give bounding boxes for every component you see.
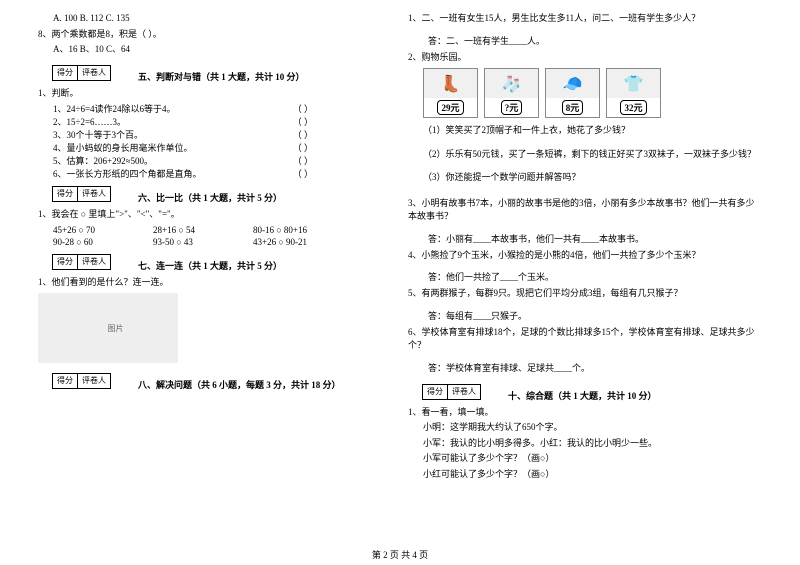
rq6: 6、学校体育室有排球18个，足球的个数比排球多15个，学校体育室有排球、足球共多…: [408, 326, 762, 353]
rq2-2: （2）乐乐有50元钱，买了一条短裤，剩下的钱正好买了3双袜子，一双袜子多少钱？: [408, 148, 762, 162]
marker-label-7: 评卷人: [77, 254, 111, 270]
price-3: 32元: [620, 100, 646, 115]
rq2-1: （1）笑笑买了2顶帽子和一件上衣，她花了多少钱？: [408, 124, 762, 138]
sec6-r2c0: 93-50 ○ 43: [153, 237, 253, 247]
sec6-r0c1: 28+16 ○ 54: [153, 225, 253, 235]
score-label: 得分: [52, 65, 78, 81]
sec7-lead: 1、他们看到的是什么？连一连。: [38, 276, 392, 290]
shop-item-0: 👢 29元: [423, 68, 478, 118]
sec6-r1c1: 90-28 ○ 60: [53, 237, 153, 247]
sec5-i1: 2、15÷2=6……3。: [53, 115, 126, 128]
sec6-grid: 45+26 ○ 70 28+16 ○ 54 80-16 ○ 80+16 90-2…: [38, 224, 358, 248]
left-column: A. 100 B. 112 C. 135 8、两个乘数都是8，积是（ ）。 A、…: [30, 10, 400, 525]
price-2: 8元: [562, 100, 584, 115]
score-label-6: 得分: [52, 186, 78, 202]
sec5-p1: （ ）: [293, 115, 313, 128]
sec6-lead: 1、我会在 ○ 里填上">"、"<"、"="。: [38, 208, 392, 222]
sock-icon: 🧦: [485, 69, 538, 98]
rq1-ans: 答：二、一班有学生____人。: [428, 34, 762, 47]
q8-text: 8、两个乘数都是8，积是（ ）。: [38, 28, 392, 42]
sec5-i5: 6、一张长方形纸的四个角都是直角。: [53, 167, 202, 180]
rq1: 1、二、一班有女生15人，男生比女生多11人，问二、一班有学生多少人？: [408, 12, 762, 26]
section8-title: 八、解决问题（共 6 小题，每题 3 分，共计 18 分）: [138, 378, 392, 391]
sec5-i2: 3、30个十等于3个百。: [53, 128, 143, 141]
rq5: 5、有两群猴子，每群9只。现把它们平均分成3组，每组有几只猴子？: [408, 287, 762, 301]
sec6-r2c1: 43+26 ○ 90-21: [253, 237, 353, 247]
sec6-r1c0: 80-16 ○ 80+16: [253, 225, 353, 235]
score-box-7: 得分 评卷人: [53, 254, 111, 270]
score-label-10: 得分: [422, 384, 448, 400]
rq4: 4、小熊捡了9个玉米，小猴捡的是小熊的4倍，他们一共捡了多少个玉米？: [408, 249, 762, 263]
sec5-p5: （ ）: [293, 167, 313, 180]
sec10-l0: 小明：这学期我大约认了650个字。: [423, 421, 762, 435]
rq3-ans: 答：小丽有____本故事书，他们一共有____本故事书。: [428, 232, 762, 245]
score-box-10: 得分 评卷人: [423, 384, 481, 400]
shop-item-2: 🧢 8元: [545, 68, 600, 118]
q8-options: A、16 B、10 C、64: [38, 43, 392, 57]
rq3: 3、小明有故事书7本，小丽的故事书是他的3倍，小丽有多少本故事书？他们一共有多少…: [408, 197, 762, 224]
page-footer: 第 2 页 共 4 页: [0, 548, 800, 561]
shop-item-3: 👕 32元: [606, 68, 661, 118]
rq2: 2、购物乐园。: [408, 51, 762, 65]
sec5-i4: 5、估算：206+292≈500。: [53, 154, 153, 167]
sec5-p4: （ ）: [293, 154, 313, 167]
section7-title: 七、连一连（共 1 大题，共计 5 分）: [138, 259, 392, 272]
sec10-body: 小明：这学期我大约认了650个字。 小军：我认的比小明多得多。小红：我认的比小明…: [408, 421, 762, 481]
section6-title: 六、比一比（共 1 大题，共计 5 分）: [138, 191, 392, 204]
sec5-p0: （ ）: [293, 102, 313, 115]
marker-label-8: 评卷人: [77, 373, 111, 389]
right-column: 1、二、一班有女生15人，男生比女生多11人，问二、一班有学生多少人？ 答：二、…: [400, 10, 770, 525]
score-label-8: 得分: [52, 373, 78, 389]
sec7-image: 图片: [38, 293, 178, 363]
sec5-p3: （ ）: [293, 141, 313, 154]
shop-item-1: 🧦 ?元: [484, 68, 539, 118]
rq6-ans: 答：学校体育室有排球、足球共____个。: [428, 361, 762, 374]
section5-title: 五、判断对与错（共 1 大题，共计 10 分）: [138, 70, 392, 83]
rq5-ans: 答：每组有____只猴子。: [428, 309, 762, 322]
sec10-l2: 小军可能认了多少个字？（画○）: [423, 452, 762, 466]
sec5-items: 1、24÷6=4读作24除以6等于4。 （ ） 2、15÷2=6……3。 （ ） 3…: [38, 102, 392, 180]
sec10-lead: 1、看一看，填一填。: [408, 406, 762, 420]
price-1: ?元: [501, 100, 523, 115]
sec5-i3: 4、量小蚂蚁的身长用毫米作单位。: [53, 141, 193, 154]
q7-options: A. 100 B. 112 C. 135: [38, 12, 392, 26]
cap-icon: 🧢: [546, 69, 599, 98]
sec10-l3: 小红可能认了多少个字？（画○）: [423, 468, 762, 482]
section10-title: 十、综合题（共 1 大题，共计 10 分）: [508, 389, 762, 402]
shop-row: 👢 29元 🧦 ?元 🧢 8元 👕 32元: [408, 68, 762, 118]
score-box-6: 得分 评卷人: [53, 186, 111, 202]
boot-icon: 👢: [424, 69, 477, 98]
marker-label-10: 评卷人: [447, 384, 481, 400]
sec5-lead: 1、判断。: [38, 87, 392, 101]
sec5-p2: （ ）: [293, 128, 313, 141]
sec7-img-alt: 图片: [108, 323, 124, 334]
sec10-l1: 小军：我认的比小明多得多。小红：我认的比小明少一些。: [423, 437, 762, 451]
page-content: A. 100 B. 112 C. 135 8、两个乘数都是8，积是（ ）。 A、…: [0, 0, 800, 545]
score-box-8: 得分 评卷人: [53, 373, 111, 389]
price-0: 29元: [437, 100, 463, 115]
rq4-ans: 答：他们一共捡了____个玉米。: [428, 270, 762, 283]
marker-label-6: 评卷人: [77, 186, 111, 202]
shirt-icon: 👕: [607, 69, 660, 98]
score-label-7: 得分: [52, 254, 78, 270]
score-box-5: 得分 评卷人: [53, 65, 111, 81]
sec6-r0c0: 45+26 ○ 70: [53, 225, 153, 235]
sec5-i0: 1、24÷6=4读作24除以6等于4。: [53, 102, 176, 115]
marker-label: 评卷人: [77, 65, 111, 81]
rq2-3: （3）你还能提一个数学问题并解答吗？: [408, 171, 762, 185]
